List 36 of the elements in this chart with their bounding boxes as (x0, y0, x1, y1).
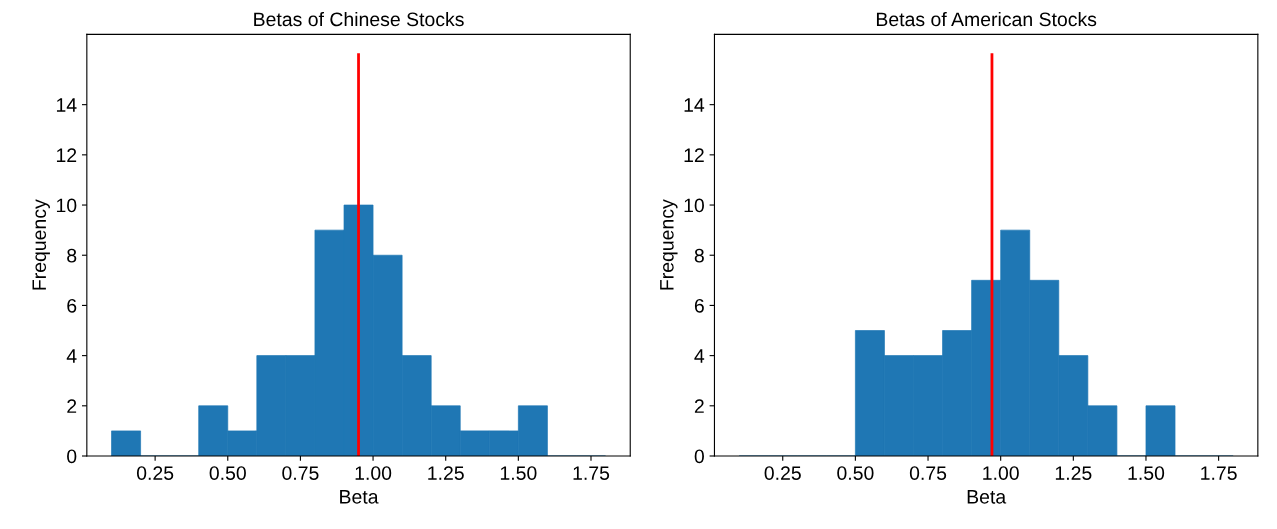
y-tick-label: 14 (56, 98, 77, 112)
x-axis-title: Beta (967, 490, 1007, 504)
y-tick-label: 8 (67, 248, 77, 263)
y-tick-label: 2 (694, 399, 704, 413)
y-tick-label: 10 (684, 198, 704, 213)
x-tick-label: 1.75 (573, 466, 610, 480)
y-tick-label: 14 (684, 98, 705, 112)
y-tick-label: 4 (694, 349, 705, 363)
x-tick-label: 1.25 (428, 466, 464, 480)
y-tick-label: 12 (56, 148, 77, 162)
x-tick-label: 1.25 (1055, 466, 1092, 480)
x-tick-label: 0.25 (136, 466, 174, 480)
y-axis-title: Frequency (32, 199, 50, 290)
chart-title: Betas of Chinese Stocks (254, 11, 464, 27)
x-tick-label: 0.75 (282, 466, 319, 480)
y-tick-label: 4 (66, 349, 77, 363)
y-tick-label: 6 (67, 298, 77, 313)
x-tick-label: 1.50 (1128, 466, 1165, 480)
y-tick-label: 0 (694, 449, 704, 464)
y-tick-label: 2 (67, 399, 77, 413)
x-tick-label: 1.00 (983, 466, 1019, 480)
y-tick-label: 12 (684, 148, 704, 162)
x-tick-label: 0.50 (209, 466, 246, 480)
x-axis-title: Beta (340, 490, 379, 504)
x-tick-label: 1.75 (1201, 466, 1237, 480)
x-tick-label: 0.25 (764, 466, 801, 480)
y-tick-label: 8 (694, 248, 704, 263)
x-tick-label: 0.50 (837, 466, 874, 480)
y-tick-label: 6 (694, 298, 704, 313)
x-tick-label: 1.50 (500, 466, 537, 480)
y-axis-title: Frequency (660, 199, 678, 290)
x-tick-label: 1.00 (355, 466, 392, 480)
x-tick-label: 0.75 (909, 466, 947, 480)
y-tick-label: 0 (67, 449, 77, 464)
chart-title: Betas of American Stocks (876, 11, 1097, 27)
y-tick-label: 10 (56, 198, 77, 213)
